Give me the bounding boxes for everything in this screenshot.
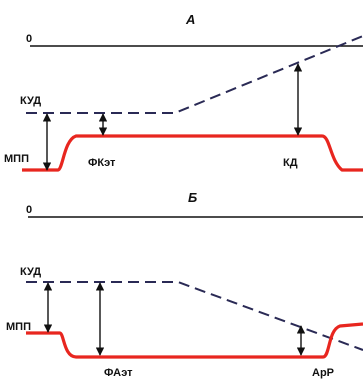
panel-b: Б 0 КУД МПП ФАэт АрР (6, 190, 363, 379)
panel-b-kud-label: КУД (20, 266, 41, 278)
panel-b-threshold-line (26, 282, 363, 350)
panel-b-fazt-label: ФАэт (104, 367, 133, 379)
panel-a-kd-label: КД (283, 157, 298, 169)
panel-b-membrane-potential (26, 324, 363, 357)
panel-a-fkzt-label: ФКэт (88, 157, 116, 169)
panel-b-title: Б (188, 190, 197, 205)
panel-a-threshold-line (26, 36, 363, 113)
panel-b-zero-label: 0 (26, 204, 32, 216)
panel-a-kud-label: КУД (20, 95, 41, 107)
panel-a-mpp-label: МПП (4, 153, 29, 165)
panel-a: А 0 КУД МПП ФКэт КД (4, 12, 363, 170)
panel-a-zero-label: 0 (26, 33, 32, 45)
panel-a-membrane-potential (22, 136, 363, 170)
panel-b-arp-label: АрР (312, 367, 334, 379)
panel-a-title: А (185, 12, 195, 27)
panel-b-mpp-label: МПП (6, 321, 31, 333)
